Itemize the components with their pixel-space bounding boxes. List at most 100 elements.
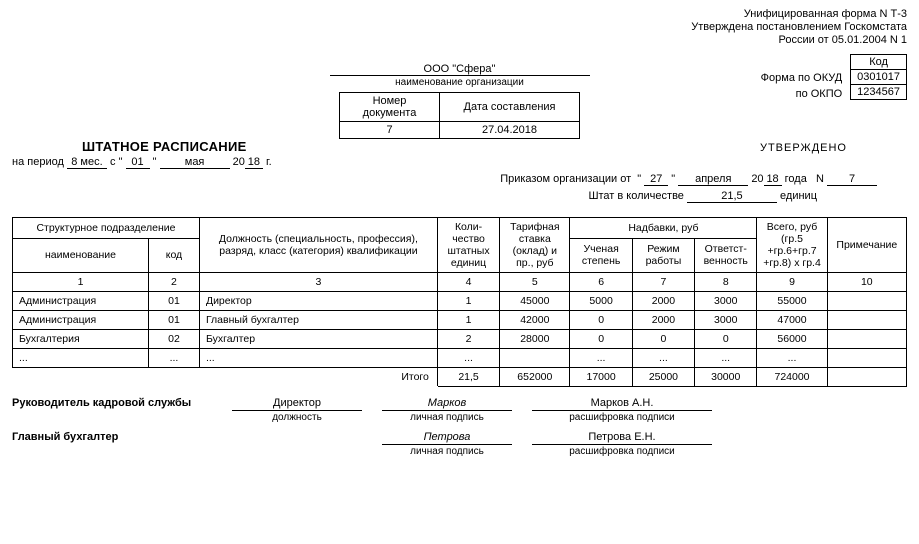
order-num: 7 (827, 173, 877, 186)
cell-name: Администрация (13, 291, 149, 310)
h-subdiv: Структурное подразделение (13, 217, 200, 238)
h-allow1: Ученая степень (570, 238, 632, 272)
hr-decode-cap: расшифровка подписи (569, 412, 675, 423)
coln-5: 5 (500, 272, 570, 291)
approved-block: УТВЕРЖДЕНО (750, 142, 907, 160)
cell-a2: 2000 (632, 310, 694, 329)
signatures: Руководитель кадровой службы Директор до… (12, 397, 907, 457)
okud-label: Форма по ОКУД (761, 70, 843, 87)
hr-label: Руководитель кадровой службы (12, 397, 232, 409)
acc-decode: Петрова Е.Н. (532, 431, 712, 445)
totals-a1: 17000 (570, 367, 632, 386)
coln-7: 7 (632, 272, 694, 291)
cell-tot: 55000 (757, 291, 827, 310)
table-row: Администрация01Главный бухгалтер14200002… (13, 310, 907, 329)
period-yp: 20 (233, 156, 245, 168)
acc-label: Главный бухгалтер (12, 431, 232, 443)
h-total: Всего, руб (гр.5 +гр.6+гр.7 +гр.8) х гр.… (757, 217, 827, 272)
okpo-value: 1234567 (851, 84, 907, 99)
acc-decode-cap: расшифровка подписи (569, 446, 675, 457)
okud-value: 0301017 (851, 69, 907, 84)
h-rate: Тарифная ставка (оклад) и пр., руб (500, 217, 570, 272)
cell-rate: 28000 (500, 329, 570, 348)
period-ys: г. (266, 156, 272, 168)
cell-a3: ... (695, 348, 757, 367)
cell-a1: 0 (570, 310, 632, 329)
cell-note (827, 291, 906, 310)
period-day: 01 (126, 156, 150, 169)
h-qty: Коли- чество штатных единиц (437, 217, 499, 272)
period-prefix: на период (12, 156, 64, 168)
cell-tot: 56000 (757, 329, 827, 348)
cell-pos: ... (199, 348, 437, 367)
order-n: N (816, 173, 824, 185)
h-allow2: Режим работы (632, 238, 694, 272)
cell-a1: 0 (570, 329, 632, 348)
hr-sign: Марков (382, 397, 512, 411)
totals-a3: 30000 (695, 367, 757, 386)
totals-rate: 652000 (500, 367, 570, 386)
cell-qty: 1 (437, 291, 499, 310)
staff-prefix: Штат в количестве (588, 190, 683, 202)
table-row: Администрация01Директор14500050002000300… (13, 291, 907, 310)
totals-note (827, 367, 906, 386)
cell-a1: ... (570, 348, 632, 367)
docnum-num: 7 (340, 121, 440, 138)
order-line: Приказом организации от " 27 " апреля 20… (12, 173, 907, 186)
cell-qty: 1 (437, 310, 499, 329)
order-month: апреля (678, 173, 748, 186)
coln-8: 8 (695, 272, 757, 291)
header-line3: России от 05.01.2004 N 1 (12, 34, 907, 47)
totals-label: Итого (13, 367, 438, 386)
order-prefix: Приказом организации от (500, 173, 631, 185)
kod-header: Код (851, 54, 907, 69)
main-table: Структурное подразделение Должность (спе… (12, 217, 907, 387)
cell-tot: ... (757, 348, 827, 367)
totals-row: Итого 21,5 652000 17000 25000 30000 7240… (13, 367, 907, 386)
cell-name: ... (13, 348, 149, 367)
cell-qty: ... (437, 348, 499, 367)
hr-sign-cap: личная подпись (410, 412, 484, 423)
cell-note (827, 329, 906, 348)
totals-tot: 724000 (757, 367, 827, 386)
cell-pos: Главный бухгалтер (199, 310, 437, 329)
col-number-row: 1 2 3 4 5 6 7 8 9 10 (13, 272, 907, 291)
cell-rate: 42000 (500, 310, 570, 329)
table-row: Бухгалтерия02Бухгалтер22800000056000 (13, 329, 907, 348)
cell-pos: Директор (199, 291, 437, 310)
cell-a1: 5000 (570, 291, 632, 310)
period-s: с (110, 156, 116, 168)
h-note: Примечание (827, 217, 906, 272)
staff-units: единиц (780, 190, 817, 202)
coln-6: 6 (570, 272, 632, 291)
cell-a3: 3000 (695, 310, 757, 329)
header-line1: Унифицированная форма N Т-3 (12, 8, 907, 21)
cell-note (827, 348, 906, 367)
cell-name: Бухгалтерия (13, 329, 149, 348)
cell-tot: 47000 (757, 310, 827, 329)
cell-code: 02 (148, 329, 199, 348)
period-month: мая (160, 156, 230, 169)
coln-10: 10 (827, 272, 906, 291)
order-ys: года (785, 173, 807, 185)
order-yp: 20 (751, 173, 763, 185)
period-line: на период 8 мес. с " 01 " мая 2018 г. (12, 156, 272, 169)
cell-name: Администрация (13, 310, 149, 329)
cell-a3: 3000 (695, 291, 757, 310)
totals-a2: 25000 (632, 367, 694, 386)
approved-word: УТВЕРЖДЕНО (750, 142, 847, 154)
docnum-date-label: Дата составления (440, 92, 580, 121)
okpo-label: по ОКПО (761, 86, 843, 103)
totals-qty: 21,5 (437, 367, 499, 386)
cell-rate (500, 348, 570, 367)
cell-code: ... (148, 348, 199, 367)
header-line2: Утверждена постановлением Госкомстата (12, 21, 907, 34)
coln-1: 1 (13, 272, 149, 291)
cell-qty: 2 (437, 329, 499, 348)
cell-note (827, 310, 906, 329)
h-allow3: Ответст-венность (695, 238, 757, 272)
cell-a2: 0 (632, 329, 694, 348)
period-year: 18 (245, 156, 263, 169)
cell-code: 01 (148, 310, 199, 329)
table-row: ........................ (13, 348, 907, 367)
